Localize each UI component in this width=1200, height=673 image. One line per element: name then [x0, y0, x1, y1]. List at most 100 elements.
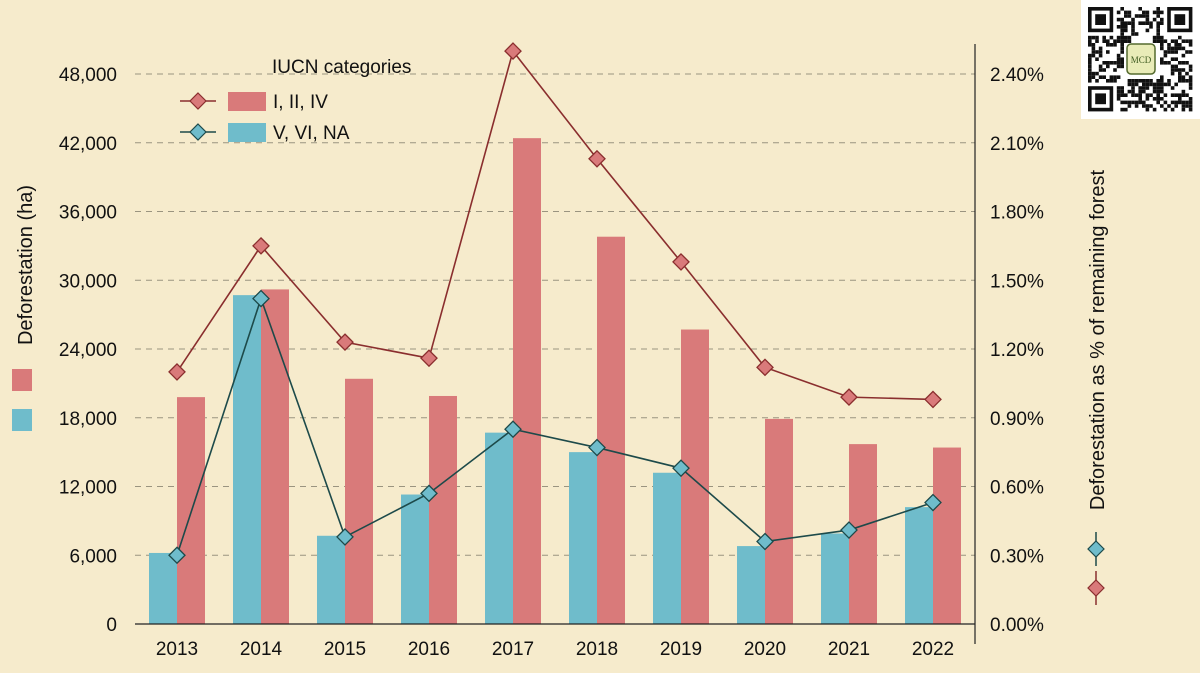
- qr-module: [1185, 39, 1189, 43]
- qr-module: [1174, 68, 1178, 72]
- qr-module: [1106, 64, 1110, 69]
- qr-module: [1120, 39, 1124, 43]
- qr-module: [1113, 39, 1117, 43]
- qr-module: [1160, 17, 1164, 22]
- point-i-ii-iv-2018: [588, 149, 606, 168]
- x-tick-label: 2019: [660, 639, 702, 660]
- qr-module: [1145, 28, 1150, 33]
- mcd-logo: MCD: [1126, 43, 1156, 75]
- qr-module: [1109, 43, 1114, 47]
- qr-module: [1152, 39, 1157, 43]
- qr-module: [1152, 35, 1157, 40]
- y-right-axis-title: Deforestation as % of remaining forest: [1087, 169, 1109, 510]
- qr-module: [1170, 50, 1175, 54]
- point-i-ii-iv-2022: [924, 390, 942, 409]
- point-v-vi-na-2018: [588, 438, 606, 457]
- qr-module: [1098, 68, 1103, 72]
- qr-module: [1116, 10, 1121, 15]
- qr-module: [1134, 104, 1139, 108]
- qr-module: [1109, 75, 1114, 79]
- qr-module: [1178, 75, 1182, 79]
- qr-module: [1134, 79, 1139, 83]
- bar-i-ii-iv-2018: [597, 236, 625, 625]
- qr-module: [1156, 10, 1160, 15]
- qr-module: [1185, 61, 1189, 65]
- y-right-tick-label: 0.30%: [990, 546, 1044, 567]
- qr-module: [1120, 43, 1124, 47]
- qr-module: [1178, 43, 1182, 47]
- qr-module: [1170, 86, 1175, 90]
- qr-module: [1181, 53, 1186, 58]
- legend-title: IUCN categories: [272, 57, 411, 78]
- qr-module: [1098, 53, 1103, 58]
- qr-module: [1116, 39, 1121, 43]
- qr-module: [1131, 79, 1135, 83]
- point-v-vi-na-2016: [420, 484, 438, 503]
- qr-module: [1156, 93, 1160, 97]
- qr-module: [1142, 82, 1146, 87]
- qr-module: [1138, 14, 1142, 18]
- qr-module: [1091, 43, 1096, 47]
- qr-module: [1160, 46, 1164, 51]
- point-i-ii-iv-2013: [168, 362, 186, 381]
- qr-module: [1131, 86, 1135, 90]
- line-i-ii-iv: [176, 49, 934, 401]
- qr-module: [1116, 75, 1121, 79]
- point-v-vi-na-2014: [252, 289, 270, 308]
- qr-module: [1091, 50, 1096, 54]
- qr-module: [1098, 46, 1103, 51]
- y-right-tick-label: 0.90%: [990, 409, 1044, 430]
- y-right-tick-label: 1.50%: [990, 271, 1044, 292]
- legend: IUCN categories I, II, IV V, VI, NA: [180, 57, 411, 144]
- x-tick-label: 2013: [156, 639, 198, 660]
- qr-module: [1178, 46, 1182, 51]
- qr-module: [1181, 104, 1186, 108]
- qr-module: [1145, 86, 1150, 90]
- bar-i-ii-iv-2020: [765, 418, 793, 624]
- qr-module: [1127, 82, 1132, 87]
- qr-module: [1138, 21, 1142, 25]
- qr-module: [1178, 100, 1182, 105]
- bar-v-vi-na-2019: [653, 472, 681, 624]
- qr-module: [1160, 61, 1164, 65]
- qr-module: [1188, 86, 1193, 90]
- qr-module: [1160, 97, 1164, 101]
- qr-module: [1138, 86, 1142, 90]
- qr-module: [1113, 79, 1117, 83]
- qr-module: [1160, 104, 1164, 108]
- qr-module: [1163, 107, 1168, 112]
- qr-module: [1120, 7, 1124, 11]
- qr-module: [1170, 68, 1175, 72]
- legend-label-i-ii-iv: I, II, IV: [273, 92, 328, 113]
- qr-module: [1174, 50, 1178, 54]
- qr-module: [1174, 57, 1178, 61]
- qr-module: [1188, 43, 1193, 47]
- qr-module: [1134, 32, 1139, 36]
- qr-module: [1109, 79, 1114, 83]
- qr-module: [1127, 10, 1132, 15]
- bar-i-ii-iv-2019: [681, 329, 709, 624]
- qr-module: [1156, 25, 1160, 29]
- qr-module: [1095, 39, 1099, 43]
- qr-module: [1178, 61, 1182, 65]
- qr-module: [1095, 35, 1099, 40]
- lines: [168, 42, 942, 565]
- qr-module: [1174, 100, 1178, 105]
- qr-module: [1131, 17, 1135, 22]
- qr-module: [1145, 82, 1150, 87]
- qr-module: [1149, 104, 1153, 108]
- qr-module: [1088, 57, 1092, 61]
- qr-module: [1091, 46, 1096, 51]
- x-tick-label: 2018: [576, 639, 618, 660]
- qr-module: [1106, 61, 1110, 65]
- qr-module: [1095, 57, 1099, 61]
- qr-module: [1102, 68, 1106, 72]
- qr-module: [1138, 97, 1142, 101]
- y-left-tick-label: 24,000: [59, 340, 117, 361]
- qr-module: [1091, 35, 1096, 40]
- qr-module: [1116, 25, 1121, 29]
- y-right-tick-label: 2.10%: [990, 134, 1044, 155]
- qr-module: [1142, 21, 1146, 25]
- qr-module: [1106, 43, 1110, 47]
- qr-module: [1088, 71, 1092, 76]
